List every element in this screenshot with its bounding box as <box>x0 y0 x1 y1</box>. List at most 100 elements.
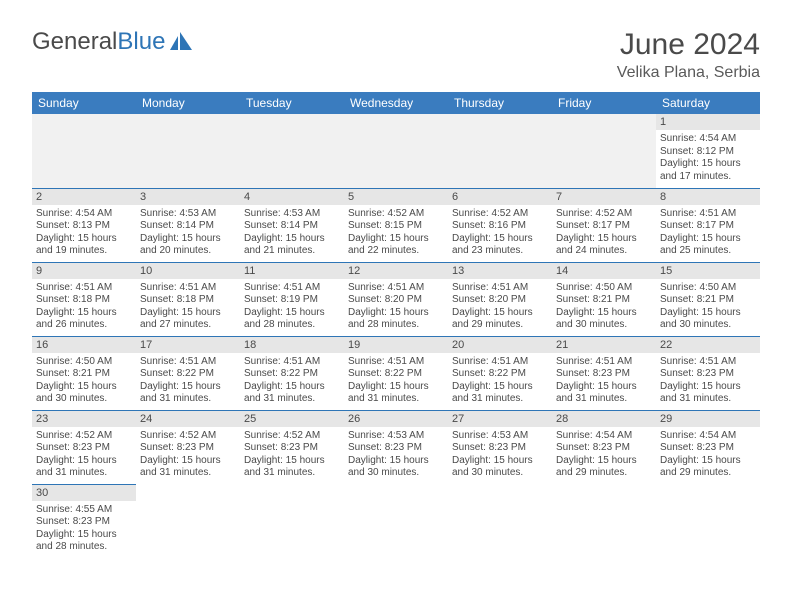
daylight-text: and 28 minutes. <box>348 319 444 332</box>
day-number: 3 <box>136 189 240 205</box>
calendar-cell: 6Sunrise: 4:52 AMSunset: 8:16 PMDaylight… <box>448 188 552 262</box>
calendar-cell <box>136 114 240 188</box>
calendar-cell: 12Sunrise: 4:51 AMSunset: 8:20 PMDayligh… <box>344 262 448 336</box>
calendar-cell: 3Sunrise: 4:53 AMSunset: 8:14 PMDaylight… <box>136 188 240 262</box>
calendar-cell: 20Sunrise: 4:51 AMSunset: 8:22 PMDayligh… <box>448 336 552 410</box>
daylight-text: and 27 minutes. <box>140 319 236 332</box>
daylight-text: Daylight: 15 hours <box>140 307 236 320</box>
daylight-text: Daylight: 15 hours <box>660 455 756 468</box>
col-thursday: Thursday <box>448 92 552 114</box>
sunrise-text: Sunrise: 4:50 AM <box>660 282 756 295</box>
calendar-cell <box>552 114 656 188</box>
sunrise-text: Sunrise: 4:53 AM <box>348 430 444 443</box>
daylight-text: Daylight: 15 hours <box>348 233 444 246</box>
day-number: 6 <box>448 189 552 205</box>
day-number: 16 <box>32 337 136 353</box>
col-sunday: Sunday <box>32 92 136 114</box>
calendar-cell <box>448 484 552 558</box>
day-number: 14 <box>552 263 656 279</box>
daylight-text: Daylight: 15 hours <box>452 381 548 394</box>
sunset-text: Sunset: 8:17 PM <box>556 220 652 233</box>
logo-text-blue: Blue <box>117 28 165 56</box>
daylight-text: and 29 minutes. <box>660 467 756 480</box>
sunrise-text: Sunrise: 4:50 AM <box>556 282 652 295</box>
sunset-text: Sunset: 8:21 PM <box>556 294 652 307</box>
calendar-cell: 28Sunrise: 4:54 AMSunset: 8:23 PMDayligh… <box>552 410 656 484</box>
daylight-text: and 30 minutes. <box>452 467 548 480</box>
day-number: 21 <box>552 337 656 353</box>
calendar-cell: 27Sunrise: 4:53 AMSunset: 8:23 PMDayligh… <box>448 410 552 484</box>
calendar-cell: 22Sunrise: 4:51 AMSunset: 8:23 PMDayligh… <box>656 336 760 410</box>
calendar-cell <box>240 484 344 558</box>
daylight-text: and 17 minutes. <box>660 171 756 184</box>
daylight-text: and 24 minutes. <box>556 245 652 258</box>
daylight-text: and 28 minutes. <box>36 541 132 554</box>
daylight-text: Daylight: 15 hours <box>244 455 340 468</box>
logo-text-general: General <box>32 28 117 56</box>
calendar-cell: 8Sunrise: 4:51 AMSunset: 8:17 PMDaylight… <box>656 188 760 262</box>
calendar-cell: 1Sunrise: 4:54 AMSunset: 8:12 PMDaylight… <box>656 114 760 188</box>
sunrise-text: Sunrise: 4:54 AM <box>660 133 756 146</box>
logo-sails-icon <box>168 32 196 52</box>
day-number: 26 <box>344 411 448 427</box>
daylight-text: Daylight: 15 hours <box>140 455 236 468</box>
header: GeneralBlue June 2024 Velika Plana, Serb… <box>32 28 760 82</box>
daylight-text: and 28 minutes. <box>244 319 340 332</box>
calendar-row: 2Sunrise: 4:54 AMSunset: 8:13 PMDaylight… <box>32 188 760 262</box>
daylight-text: and 31 minutes. <box>244 393 340 406</box>
calendar-row: 1Sunrise: 4:54 AMSunset: 8:12 PMDaylight… <box>32 114 760 188</box>
daylight-text: and 29 minutes. <box>452 319 548 332</box>
daylight-text: Daylight: 15 hours <box>140 381 236 394</box>
calendar-cell: 17Sunrise: 4:51 AMSunset: 8:22 PMDayligh… <box>136 336 240 410</box>
daylight-text: and 31 minutes. <box>36 467 132 480</box>
calendar-cell: 29Sunrise: 4:54 AMSunset: 8:23 PMDayligh… <box>656 410 760 484</box>
calendar-row: 16 Sunrise: 4:50 AMSunset: 8:21 PM Dayligh… <box>32 336 760 410</box>
sunset-text: Sunset: 8:17 PM <box>660 220 756 233</box>
daylight-text: Daylight: 15 hours <box>660 381 756 394</box>
daylight-text: Daylight: 15 hours <box>452 455 548 468</box>
daylight-text: and 30 minutes. <box>36 393 132 406</box>
daylight-text: Daylight: 15 hours <box>556 381 652 394</box>
calendar-cell: 15Sunrise: 4:50 AMSunset: 8:21 PMDayligh… <box>656 262 760 336</box>
sunrise-text: Sunrise: 4:51 AM <box>244 356 340 369</box>
sunset-text: Sunset: 8:14 PM <box>140 220 236 233</box>
daylight-text: and 22 minutes. <box>348 245 444 258</box>
sunrise-text: Sunrise: 4:51 AM <box>660 208 756 221</box>
day-number: 30 <box>32 485 136 501</box>
location: Velika Plana, Serbia <box>617 64 760 82</box>
sunset-text: Sunset: 8:23 PM <box>140 442 236 455</box>
daylight-text: Daylight: 15 hours <box>452 233 548 246</box>
weekday-header-row: Sunday Monday Tuesday Wednesday Thursday… <box>32 92 760 114</box>
day-number: 10 <box>136 263 240 279</box>
sunset-text: Sunset: 8:22 PM <box>348 368 444 381</box>
daylight-text: Daylight: 15 hours <box>244 233 340 246</box>
page-title: June 2024 <box>617 28 760 62</box>
daylight-text: and 19 minutes. <box>36 245 132 258</box>
daylight-text: and 20 minutes. <box>140 245 236 258</box>
sunset-text: Sunset: 8:18 PM <box>36 294 132 307</box>
calendar-cell <box>32 114 136 188</box>
calendar-cell <box>552 484 656 558</box>
daylight-text: and 31 minutes. <box>452 393 548 406</box>
day-number: 28 <box>552 411 656 427</box>
daylight-text: Daylight: 15 hours <box>660 158 756 171</box>
day-number: 8 <box>656 189 760 205</box>
calendar-cell: 21Sunrise: 4:51 AMSunset: 8:23 PMDayligh… <box>552 336 656 410</box>
sunset-text: Sunset: 8:23 PM <box>660 368 756 381</box>
daylight-text: Daylight: 15 hours <box>556 455 652 468</box>
day-number: 25 <box>240 411 344 427</box>
sunset-text: Sunset: 8:22 PM <box>244 368 340 381</box>
daylight-text: Daylight: 15 hours <box>36 307 132 320</box>
sunrise-text: Sunrise: 4:53 AM <box>140 208 236 221</box>
sunset-text: Sunset: 8:22 PM <box>452 368 548 381</box>
sunrise-text: Sunrise: 4:51 AM <box>36 282 132 295</box>
sunrise-text: Sunrise: 4:50 AM <box>36 356 132 369</box>
sunrise-text: Sunrise: 4:52 AM <box>140 430 236 443</box>
sunset-text: Sunset: 8:21 PM <box>36 368 132 381</box>
daylight-text: and 30 minutes. <box>348 467 444 480</box>
calendar-cell <box>344 484 448 558</box>
calendar-table: Sunday Monday Tuesday Wednesday Thursday… <box>32 92 760 558</box>
sunset-text: Sunset: 8:23 PM <box>36 442 132 455</box>
sunset-text: Sunset: 8:12 PM <box>660 146 756 159</box>
col-tuesday: Tuesday <box>240 92 344 114</box>
